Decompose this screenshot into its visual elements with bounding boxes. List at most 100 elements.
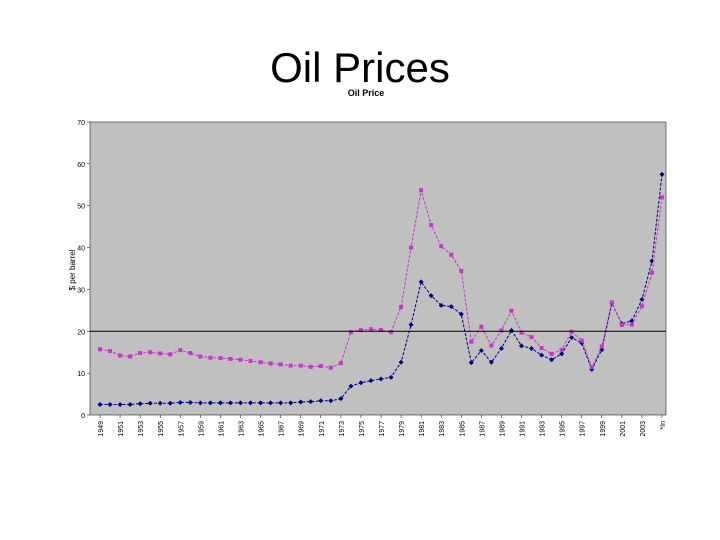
data-point bbox=[639, 304, 644, 309]
x-tick-label: 1953 bbox=[138, 421, 145, 437]
data-point bbox=[157, 400, 163, 406]
data-point bbox=[268, 361, 273, 366]
data-point bbox=[128, 354, 133, 359]
data-point bbox=[599, 347, 605, 353]
x-axis: 1949 1951 1953 1955 1957 1959 1961 1963 1965 1967… bbox=[98, 415, 667, 437]
data-point bbox=[248, 400, 254, 406]
y-tick-label: 40 bbox=[77, 246, 85, 253]
x-tick-label: 1963 bbox=[239, 421, 246, 437]
data-point bbox=[418, 279, 424, 285]
data-point bbox=[208, 355, 213, 360]
data-point bbox=[217, 400, 223, 406]
data-point bbox=[408, 322, 414, 328]
x-tick-label: 1959 bbox=[198, 421, 205, 437]
data-point bbox=[539, 346, 544, 351]
data-point bbox=[579, 338, 584, 343]
data-point bbox=[358, 328, 363, 333]
x-tick-label: 1989 bbox=[499, 421, 506, 437]
data-point bbox=[428, 293, 434, 299]
data-point bbox=[107, 402, 113, 408]
data-point bbox=[459, 269, 464, 274]
data-point bbox=[529, 345, 535, 351]
data-point bbox=[348, 330, 353, 335]
chart-title: Oil Price bbox=[348, 88, 385, 98]
data-point bbox=[388, 374, 394, 380]
x-tick-label: 1985 bbox=[459, 421, 466, 437]
slide-title: Oil Prices bbox=[270, 44, 450, 91]
x-tick-label: 1969 bbox=[299, 421, 306, 437]
y-tick-label: 20 bbox=[77, 329, 85, 336]
data-point bbox=[619, 323, 624, 328]
data-point bbox=[498, 345, 504, 351]
data-point bbox=[629, 318, 635, 324]
data-point bbox=[489, 343, 494, 348]
y-tick-label: 50 bbox=[77, 204, 85, 211]
data-point bbox=[188, 351, 193, 356]
x-tick-label: 2001 bbox=[620, 421, 627, 437]
y-tick-label: 70 bbox=[77, 120, 85, 127]
data-point bbox=[308, 364, 313, 369]
data-point bbox=[569, 335, 575, 341]
y-tick-label: 10 bbox=[77, 371, 85, 378]
data-point bbox=[167, 400, 173, 406]
x-tick-label: 1991 bbox=[520, 421, 527, 437]
x-tick-label: 1997 bbox=[580, 421, 587, 437]
data-point bbox=[419, 188, 424, 193]
data-point bbox=[519, 343, 524, 349]
data-point bbox=[629, 322, 634, 327]
data-point bbox=[589, 365, 594, 370]
data-point bbox=[659, 171, 665, 177]
series-line-1 bbox=[99, 190, 663, 369]
x-tick-label: 1967 bbox=[279, 421, 286, 437]
data-point bbox=[499, 328, 504, 333]
data-point bbox=[399, 305, 404, 310]
x-tick-label: 1949 bbox=[98, 421, 105, 437]
data-point bbox=[138, 351, 143, 356]
y-axis: 0 10 20 30 40 50 60 70 bbox=[77, 120, 90, 420]
data-point bbox=[178, 348, 183, 353]
x-tick-label: 1987 bbox=[479, 421, 486, 437]
data-point bbox=[368, 327, 373, 332]
data-point bbox=[147, 400, 153, 406]
x-tick-label: 1961 bbox=[218, 421, 225, 437]
data-point bbox=[338, 396, 344, 402]
data-point bbox=[448, 304, 454, 310]
data-point bbox=[488, 359, 494, 365]
data-point bbox=[127, 402, 133, 408]
data-point bbox=[559, 351, 565, 357]
data-point bbox=[238, 400, 243, 406]
y-axis-label: $ per barrel bbox=[68, 249, 77, 290]
data-point bbox=[438, 302, 444, 308]
data-point bbox=[108, 348, 113, 353]
data-point bbox=[198, 354, 203, 359]
data-point bbox=[258, 400, 264, 406]
data-point bbox=[539, 352, 545, 358]
x-tick-label: 1995 bbox=[560, 421, 567, 437]
data-point bbox=[458, 311, 464, 317]
x-tick-label: 1981 bbox=[419, 421, 426, 437]
data-point bbox=[429, 222, 434, 227]
x-tick-label: 1971 bbox=[319, 421, 326, 437]
data-point bbox=[288, 363, 293, 368]
data-point bbox=[409, 245, 414, 250]
data-point bbox=[298, 363, 303, 368]
data-point bbox=[479, 324, 484, 329]
x-tick-label: 1951 bbox=[118, 421, 125, 437]
data-point bbox=[117, 402, 123, 408]
data-point bbox=[158, 351, 163, 356]
data-point bbox=[398, 359, 404, 365]
data-point bbox=[298, 399, 304, 405]
data-point bbox=[148, 350, 153, 355]
data-point bbox=[118, 353, 123, 358]
data-point bbox=[168, 352, 173, 357]
data-point bbox=[288, 400, 294, 406]
x-tick-label: 1979 bbox=[399, 421, 406, 437]
data-point bbox=[278, 362, 283, 367]
data-point bbox=[379, 328, 383, 333]
data-point bbox=[248, 359, 253, 364]
x-tick-label: 1999 bbox=[600, 421, 607, 437]
x-tick-label: 1965 bbox=[259, 421, 266, 437]
data-point bbox=[609, 300, 614, 305]
series-layer bbox=[97, 171, 665, 408]
data-point bbox=[468, 360, 474, 366]
